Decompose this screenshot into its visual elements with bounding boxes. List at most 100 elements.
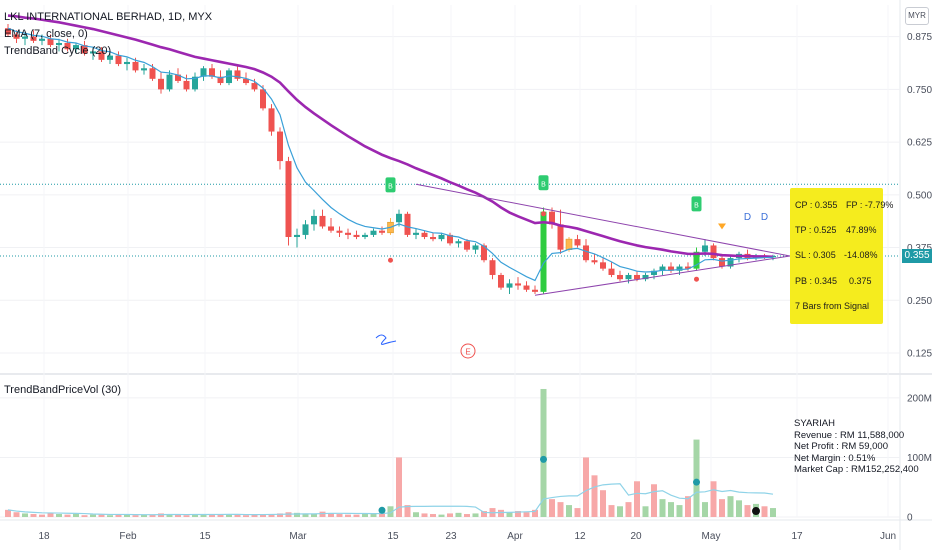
candle-body	[396, 213, 402, 223]
last-price-tag: 0.355	[902, 249, 932, 263]
candle-body	[149, 68, 156, 79]
volume-signal-dot	[378, 506, 386, 514]
tp-label: TP : 0.525	[795, 225, 837, 235]
fund-net-profit: Net Profit : RM 59,000	[794, 441, 888, 453]
candle-body	[693, 251, 700, 269]
candle-body	[226, 70, 232, 84]
candle-body	[421, 232, 428, 238]
price-tick-label: 0.375	[907, 243, 932, 254]
fund-revenue: Revenue : RM 11,588,000	[794, 429, 905, 441]
candle-body	[498, 274, 504, 288]
volume-bar	[702, 502, 708, 517]
candle-body	[727, 258, 734, 267]
dividend-marker: D	[761, 212, 768, 223]
volume-tick-label: 0	[907, 513, 913, 524]
buy-signal-flag	[385, 177, 396, 193]
candle-body	[183, 80, 190, 90]
signal-layer: B B B D D E	[375, 175, 850, 359]
currency-badge[interactable]: MYR	[905, 7, 929, 25]
volume-bar	[13, 512, 20, 517]
volume-bar	[761, 506, 768, 517]
time-tick-label: 12	[574, 531, 586, 542]
candle-body	[489, 260, 496, 275]
volume-bar	[234, 514, 241, 517]
volume-bar	[634, 481, 640, 517]
volume-bar	[600, 490, 606, 517]
split-icon	[375, 334, 397, 345]
volume-bar	[404, 505, 411, 517]
candle-body	[600, 262, 606, 269]
candle-body	[192, 76, 198, 90]
time-tick-label: 23	[445, 531, 457, 542]
candle-body	[30, 36, 37, 41]
tp-pct: 47.89%	[846, 225, 877, 235]
candle-body	[39, 38, 45, 41]
ema-legend[interactable]: EMA (7, close, 0)	[4, 28, 88, 40]
candle-body	[506, 283, 513, 288]
lower-trendline	[534, 255, 791, 296]
volume-bar	[141, 514, 147, 517]
volume-bar	[540, 388, 547, 517]
volume-bar	[362, 514, 368, 517]
price-tick-label: 0.750	[907, 85, 932, 96]
volume-bar	[736, 500, 742, 517]
candle-body	[64, 42, 71, 50]
fp-label: FP : -7.79%	[846, 200, 894, 210]
candle-body	[268, 108, 275, 132]
candle-body	[243, 78, 249, 84]
volume-bar	[319, 511, 326, 517]
trendband-legend[interactable]: TrendBand Cycle (20)	[4, 45, 112, 57]
volume-bar	[608, 505, 615, 517]
sl-pct: -14.08%	[844, 250, 878, 260]
volume-bar	[396, 457, 402, 517]
volume-bar	[90, 514, 96, 517]
volume-bar	[183, 515, 190, 517]
earnings-icon	[460, 343, 476, 359]
candle-body	[319, 215, 326, 227]
volume-bar	[98, 514, 105, 517]
pb-label: PB : 0.345	[795, 276, 838, 286]
candle-body	[532, 289, 538, 292]
candle-body	[22, 36, 28, 39]
bars-from-signal: 7 Bars from Signal	[795, 301, 870, 311]
volume-bar	[73, 514, 79, 517]
volume-bar	[175, 514, 181, 517]
candle-body	[617, 274, 623, 280]
volume-bar	[421, 513, 428, 517]
candle-body	[234, 70, 241, 79]
volume-bar	[379, 512, 385, 517]
volume-bar	[566, 505, 572, 517]
candle-body	[311, 215, 317, 225]
volume-legend[interactable]: TrendBandPriceVol (30)	[4, 384, 121, 396]
volume-bar	[47, 513, 54, 517]
price-tick-label: 0.125	[907, 349, 932, 360]
candle-body	[634, 274, 640, 280]
volume-bar	[455, 512, 462, 517]
volume-bar	[676, 505, 683, 517]
pb-target: 0.375	[849, 276, 872, 286]
candle-body	[336, 230, 343, 233]
volume-bar	[30, 514, 37, 517]
volume-bar	[668, 502, 674, 517]
candle-body	[591, 260, 598, 263]
volume-bar	[591, 475, 598, 517]
candle-body	[472, 245, 479, 250]
candle-body	[98, 51, 105, 60]
candle-body	[540, 211, 547, 292]
candle-body	[90, 51, 96, 54]
volume-bar	[56, 514, 62, 517]
candle-body	[124, 61, 130, 65]
stop-dot	[541, 211, 546, 217]
volume-bar	[506, 512, 513, 517]
candle-body	[447, 234, 453, 244]
signal-info-box: CP : 0.355 FP : -7.79% TP : 0.525 47.89%…	[790, 188, 893, 324]
trendband-line	[7, 14, 774, 259]
candle-body	[370, 230, 377, 235]
symbol-title: LKL INTERNATIONAL BERHAD, 1D, MYX	[4, 11, 213, 23]
sl-label: SL : 0.305	[795, 250, 836, 260]
upper-trendline	[415, 183, 791, 257]
volume-tick-label: 100M	[907, 453, 932, 464]
volume-bar	[353, 514, 360, 517]
